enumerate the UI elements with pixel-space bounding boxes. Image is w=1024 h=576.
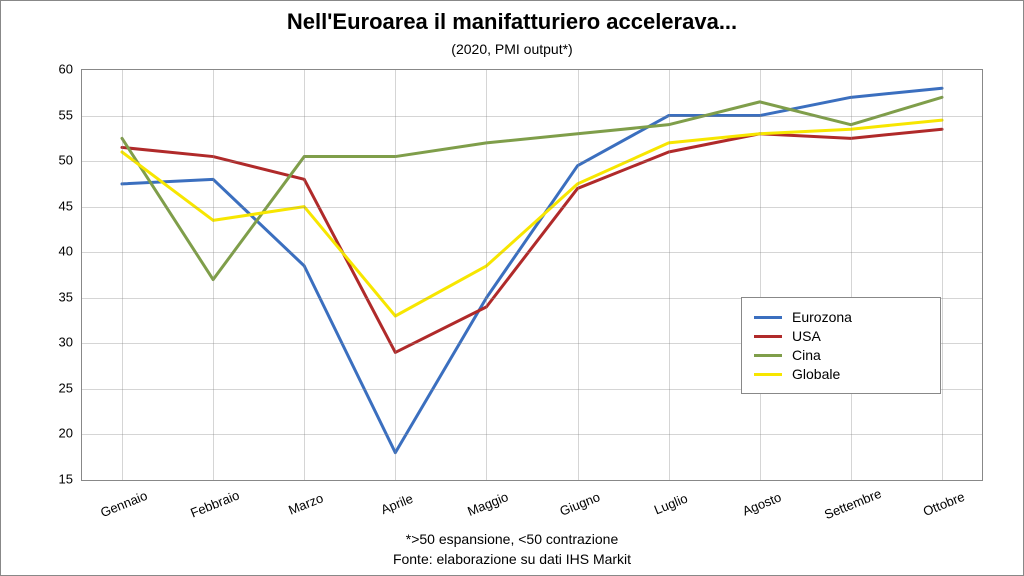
- gridline-v: [942, 70, 943, 480]
- x-tick-label: Maggio: [466, 489, 511, 519]
- y-tick-label: 40: [41, 244, 73, 259]
- gridline-h: [82, 434, 982, 435]
- chart-container: Nell'Euroarea il manifatturiero accelera…: [0, 0, 1024, 576]
- y-tick-label: 55: [41, 107, 73, 122]
- gridline-v: [760, 70, 761, 480]
- legend-swatch: [754, 373, 782, 376]
- gridline-v: [486, 70, 487, 480]
- chart-subtitle: (2020, PMI output*): [1, 41, 1023, 57]
- gridline-h: [82, 252, 982, 253]
- gridline-h: [82, 116, 982, 117]
- gridline-v: [395, 70, 396, 480]
- y-tick-label: 25: [41, 380, 73, 395]
- gridline-v: [578, 70, 579, 480]
- legend: Eurozona USA Cina Globale: [741, 297, 941, 394]
- legend-item-usa: USA: [754, 328, 928, 344]
- legend-label: Eurozona: [792, 309, 852, 325]
- legend-item-eurozona: Eurozona: [754, 309, 928, 325]
- gridline-v: [851, 70, 852, 480]
- x-tick-label: Gennaio: [98, 488, 149, 520]
- legend-item-globale: Globale: [754, 366, 928, 382]
- footnote-2: Fonte: elaborazione su dati IHS Markit: [1, 551, 1023, 567]
- x-tick-label: Aprile: [379, 491, 415, 517]
- legend-swatch: [754, 335, 782, 338]
- x-tick-label: Settembre: [822, 486, 883, 522]
- gridline-v: [669, 70, 670, 480]
- y-tick-label: 60: [41, 62, 73, 77]
- footnote-1: *>50 espansione, <50 contrazione: [1, 531, 1023, 547]
- plot-area: [81, 69, 983, 481]
- legend-label: Globale: [792, 366, 840, 382]
- y-tick-label: 15: [41, 472, 73, 487]
- x-tick-label: Giugno: [557, 489, 601, 519]
- x-tick-label: Luglio: [652, 491, 690, 518]
- series-line-globale: [122, 120, 942, 316]
- gridline-v: [213, 70, 214, 480]
- legend-item-cina: Cina: [754, 347, 928, 363]
- y-tick-label: 20: [41, 426, 73, 441]
- y-tick-label: 50: [41, 153, 73, 168]
- chart-title: Nell'Euroarea il manifatturiero accelera…: [1, 9, 1023, 35]
- y-tick-label: 30: [41, 335, 73, 350]
- x-tick-label: Agosto: [740, 489, 783, 518]
- legend-swatch: [754, 354, 782, 357]
- x-tick-label: Febbraio: [188, 487, 241, 520]
- y-tick-label: 45: [41, 198, 73, 213]
- series-line-eurozona: [122, 88, 942, 452]
- gridline-h: [82, 207, 982, 208]
- x-tick-label: Marzo: [286, 490, 325, 517]
- y-tick-label: 35: [41, 289, 73, 304]
- x-tick-label: Ottobre: [921, 489, 967, 519]
- gridline-v: [304, 70, 305, 480]
- gridline-v: [122, 70, 123, 480]
- series-lines: [82, 70, 982, 480]
- legend-label: USA: [792, 328, 821, 344]
- gridline-h: [82, 161, 982, 162]
- legend-swatch: [754, 316, 782, 319]
- legend-label: Cina: [792, 347, 821, 363]
